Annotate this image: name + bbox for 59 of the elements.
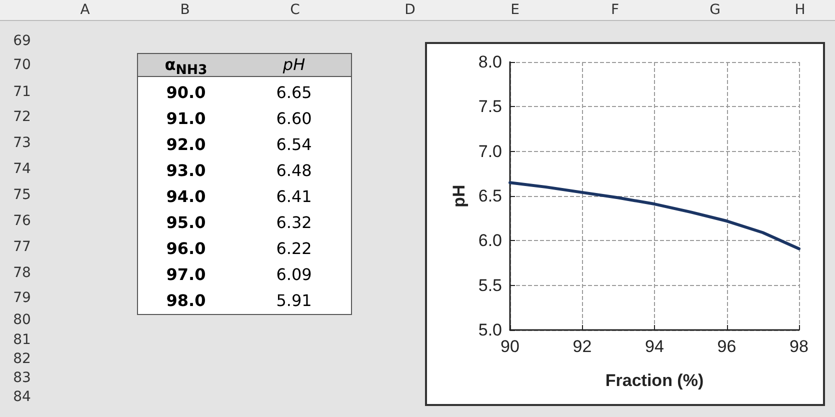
y-tick-label: 6.0: [478, 231, 502, 250]
x-axis-title: Fraction (%): [605, 371, 704, 390]
y-tick-label: 7.5: [478, 97, 502, 116]
y-tick-label: 5.5: [478, 276, 502, 295]
y-tick-label: 7.0: [478, 142, 502, 161]
text: 98.0: [165, 291, 207, 310]
y-tick-label: 8.0: [478, 52, 502, 72]
text: G: [708, 2, 722, 18]
text: 6.32: [275, 213, 313, 232]
text: 91.0: [165, 109, 207, 128]
text: 79: [12, 290, 32, 306]
text: 72: [12, 109, 32, 125]
text: 80: [12, 312, 32, 328]
text: 6.60: [275, 109, 313, 128]
y-tick-label: 5.0: [478, 320, 502, 340]
text: 6.48: [275, 161, 313, 180]
text: 90.0: [165, 83, 207, 102]
text: H: [794, 2, 806, 18]
text: D: [404, 2, 416, 18]
x-tick-label: 94: [645, 337, 664, 356]
text: 76: [12, 213, 32, 229]
text: 84: [12, 389, 32, 405]
text: 92.0: [165, 135, 207, 154]
text: A: [79, 2, 91, 18]
text: 70: [12, 57, 32, 73]
x-tick-label: 92: [572, 337, 592, 356]
text: 96.0: [165, 239, 207, 258]
text: 94.0: [165, 187, 207, 206]
text: 95.0: [165, 213, 207, 232]
text: C: [289, 2, 301, 18]
y-tick-label: 6.5: [478, 186, 502, 206]
text: 74: [12, 161, 32, 177]
text: 81: [12, 332, 32, 348]
x-tick-label: 98: [790, 337, 808, 356]
text: 73: [12, 135, 32, 151]
text: 75: [12, 187, 32, 203]
text: 78: [12, 265, 32, 281]
text: 71: [12, 84, 32, 100]
text: B: [179, 2, 191, 18]
text: 69: [12, 33, 32, 49]
text: F: [610, 2, 620, 18]
text: 6.54: [275, 135, 313, 154]
text: 82: [12, 351, 32, 367]
text: 83: [12, 370, 32, 386]
line-series: [508, 181, 800, 250]
text: E: [510, 2, 520, 18]
text: 6.65: [275, 83, 313, 102]
text: pH: [282, 55, 306, 74]
y-axis-title: pH: [449, 184, 468, 208]
text: 93.0: [165, 161, 207, 180]
text: 77: [12, 239, 32, 255]
text: 5.91: [275, 291, 313, 310]
text: 6.09: [275, 265, 313, 284]
text: 6.22: [275, 239, 313, 258]
x-tick-label: 90: [500, 337, 520, 356]
text: 6.41: [275, 187, 313, 206]
x-tick-label: 96: [717, 337, 736, 356]
text: 97.0: [165, 265, 207, 284]
text: α$_{NH3}$: [164, 55, 208, 78]
